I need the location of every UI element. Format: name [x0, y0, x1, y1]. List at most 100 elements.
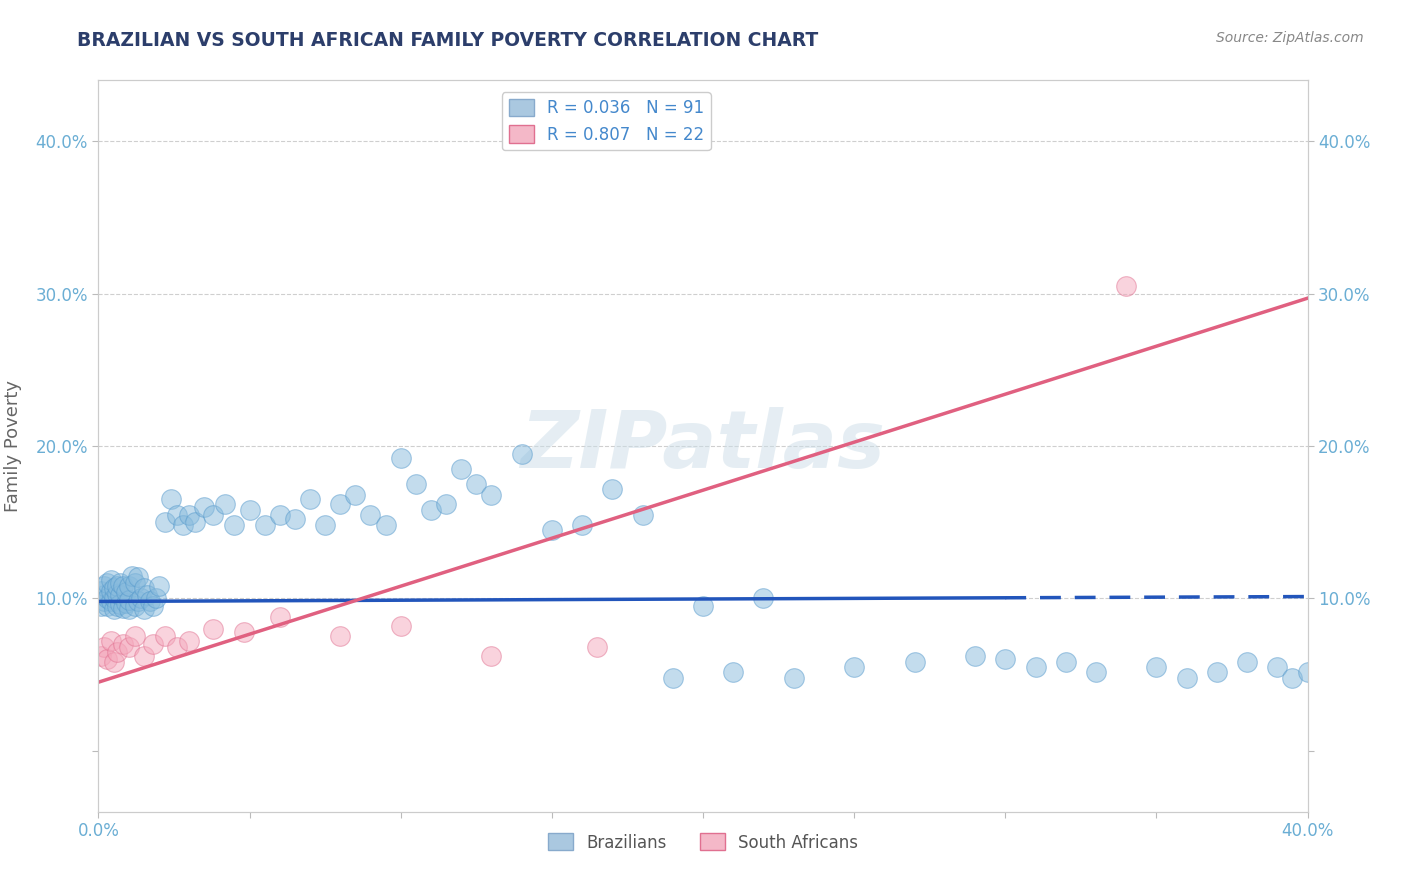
- Point: [994, 652, 1017, 666]
- Point: [100, 583, 122, 598]
- Point: [1267, 660, 1289, 674]
- Point: [224, 518, 246, 533]
- Point: [93, 594, 115, 608]
- Point: [360, 508, 382, 522]
- Point: [145, 591, 167, 606]
- Point: [90, 583, 112, 598]
- Point: [142, 637, 165, 651]
- Point: [179, 634, 201, 648]
- Point: [124, 599, 146, 613]
- Point: [132, 602, 155, 616]
- Point: [127, 594, 149, 608]
- Point: [103, 602, 125, 616]
- Point: [118, 593, 141, 607]
- Point: [166, 508, 188, 522]
- Point: [132, 581, 155, 595]
- Point: [172, 518, 194, 533]
- Point: [329, 497, 352, 511]
- Point: [329, 630, 352, 644]
- Point: [374, 518, 396, 533]
- Point: [118, 640, 141, 655]
- Point: [103, 656, 125, 670]
- Point: [132, 649, 155, 664]
- Point: [96, 591, 118, 606]
- Point: [100, 594, 122, 608]
- Point: [111, 637, 134, 651]
- Point: [602, 482, 624, 496]
- Point: [121, 568, 143, 582]
- Point: [1144, 660, 1167, 674]
- Point: [269, 609, 291, 624]
- Point: [420, 503, 443, 517]
- Point: [129, 591, 152, 606]
- Point: [93, 579, 115, 593]
- Point: [510, 447, 533, 461]
- Point: [179, 508, 201, 522]
- Point: [135, 588, 157, 602]
- Point: [1296, 665, 1319, 679]
- Point: [434, 497, 457, 511]
- Point: [160, 492, 183, 507]
- Point: [166, 640, 188, 655]
- Point: [1115, 279, 1137, 293]
- Point: [239, 503, 262, 517]
- Point: [124, 576, 146, 591]
- Point: [114, 585, 136, 599]
- Point: [90, 649, 112, 664]
- Point: [904, 656, 927, 670]
- Point: [111, 600, 134, 615]
- Point: [214, 497, 236, 511]
- Point: [389, 619, 412, 633]
- Point: [481, 649, 503, 664]
- Point: [105, 587, 128, 601]
- Point: [631, 508, 654, 522]
- Point: [481, 488, 503, 502]
- Point: [114, 596, 136, 610]
- Point: [284, 512, 307, 526]
- Point: [124, 630, 146, 644]
- Point: [108, 588, 131, 602]
- Point: [103, 581, 125, 595]
- Point: [193, 500, 215, 514]
- Point: [269, 508, 291, 522]
- Point: [1236, 656, 1258, 670]
- Point: [100, 634, 122, 648]
- Point: [465, 477, 488, 491]
- Point: [1281, 671, 1303, 685]
- Point: [111, 579, 134, 593]
- Point: [692, 599, 714, 613]
- Point: [118, 602, 141, 616]
- Point: [661, 671, 683, 685]
- Point: [103, 591, 125, 606]
- Point: [232, 624, 254, 639]
- Point: [965, 649, 987, 664]
- Point: [202, 508, 225, 522]
- Point: [96, 576, 118, 591]
- Point: [118, 579, 141, 593]
- Point: [783, 671, 806, 685]
- Point: [148, 579, 170, 593]
- Point: [108, 598, 131, 612]
- Point: [1206, 665, 1229, 679]
- Point: [1085, 665, 1108, 679]
- Point: [1054, 656, 1077, 670]
- Point: [405, 477, 427, 491]
- Point: [105, 645, 128, 659]
- Point: [96, 652, 118, 666]
- Text: ZIPatlas: ZIPatlas: [520, 407, 886, 485]
- Point: [1024, 660, 1046, 674]
- Point: [105, 579, 128, 593]
- Point: [153, 515, 176, 529]
- Point: [127, 570, 149, 584]
- Point: [723, 665, 745, 679]
- Point: [314, 518, 336, 533]
- Point: [100, 573, 122, 587]
- Point: [344, 488, 367, 502]
- Text: BRAZILIAN VS SOUTH AFRICAN FAMILY POVERTY CORRELATION CHART: BRAZILIAN VS SOUTH AFRICAN FAMILY POVERT…: [77, 31, 818, 50]
- Point: [93, 640, 115, 655]
- Point: [139, 594, 162, 608]
- Text: Source: ZipAtlas.com: Source: ZipAtlas.com: [1216, 31, 1364, 45]
- Point: [586, 640, 609, 655]
- Point: [389, 451, 412, 466]
- Point: [253, 518, 276, 533]
